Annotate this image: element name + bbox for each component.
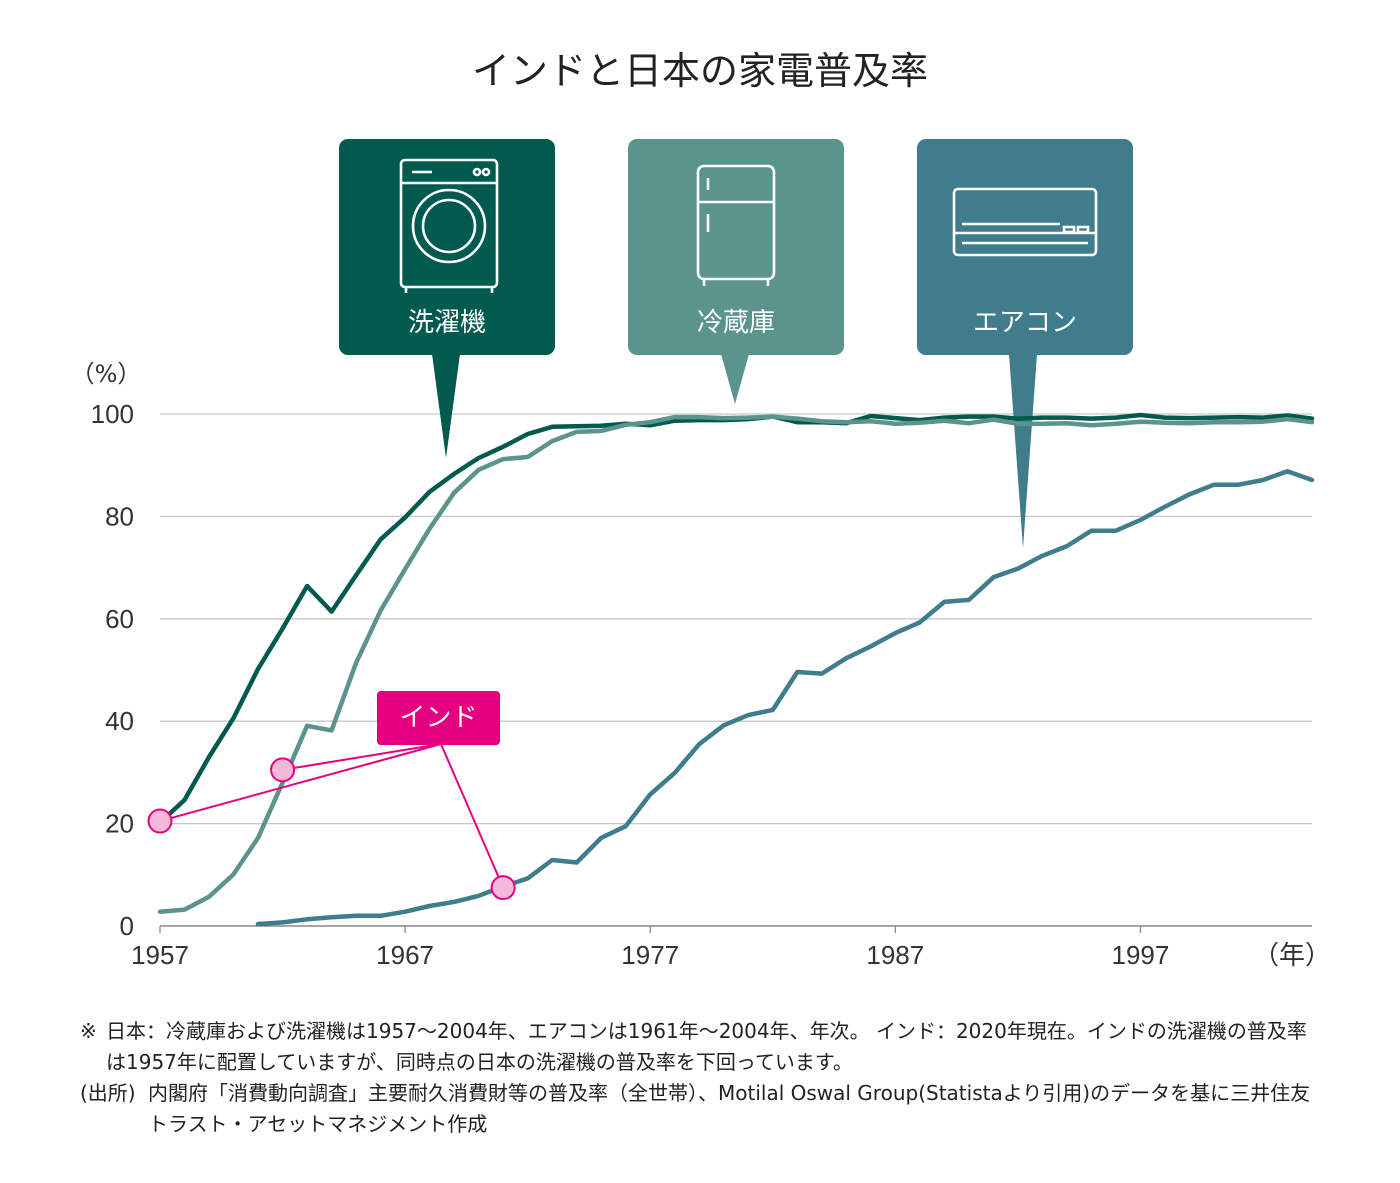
air-conditioner-icon (952, 187, 1098, 257)
chart: インドと日本の家電普及率 0 20 40 60 80 100 （%） 1957 1967 197… (71, 49, 1331, 970)
note-row: ※ 日本：冷蔵庫および洗濯機は1957〜2004年、エアコンは1961年〜200… (80, 1016, 1320, 1078)
callout-pointer (721, 354, 749, 404)
x-tick-label: 1997 (1112, 940, 1170, 970)
callout-box (917, 139, 1133, 355)
x-axis-unit: （年） (1253, 940, 1331, 970)
y-tick-label: 0 (120, 911, 134, 941)
washing-machine-icon (399, 158, 499, 293)
callout-refrigerator: 冷蔵庫 (628, 139, 844, 404)
chart-title: インドと日本の家電普及率 (472, 49, 928, 93)
callout-label: 洗濯機 (408, 308, 486, 338)
source-row: (出所) 内閣府「消費動向調査」主要耐久消費財等の普及率（全世帯）、Motila… (80, 1078, 1320, 1140)
y-tick-label: 80 (105, 501, 134, 531)
india-point (490, 875, 516, 901)
series-line (157, 414, 1315, 914)
callout-pointer (1009, 354, 1037, 548)
y-axis-unit: （%） (71, 360, 142, 388)
india-leader-line (282, 743, 442, 771)
callout-washing-machine: 洗濯機 (339, 139, 555, 458)
callout-box (339, 139, 555, 355)
callout-label: 冷蔵庫 (697, 308, 775, 338)
callout-label: エアコン (973, 308, 1077, 338)
callout-pointer (432, 354, 460, 458)
india-annotation: インド (147, 691, 516, 901)
india-leader-line (159, 743, 442, 823)
callout-air-conditioner: エアコン (917, 139, 1133, 548)
x-tick-label: 1987 (866, 940, 924, 970)
series-lines (157, 412, 1315, 927)
footnotes: ※ 日本：冷蔵庫および洗濯機は1957〜2004年、エアコンは1961年〜200… (80, 1016, 1320, 1140)
refrigerator-icon (696, 164, 776, 286)
x-tick-label: 1977 (621, 940, 679, 970)
source-text: 内閣府「消費動向調査」主要耐久消費財等の普及率（全世帯）、Motilal Osw… (148, 1081, 1311, 1136)
y-tick-label: 20 (105, 809, 134, 839)
india-point (270, 757, 296, 783)
y-axis: 0 20 40 60 80 100 （%） (71, 360, 142, 941)
y-tick-label: 40 (105, 706, 134, 736)
x-axis: 1957 1967 1977 1987 1997 （年） (131, 926, 1331, 970)
india-label: インド (399, 703, 477, 733)
grid (160, 413, 1312, 927)
y-tick-label: 100 (91, 399, 134, 429)
x-tick-label: 1957 (131, 940, 189, 970)
category-callouts: 洗濯機 冷蔵庫 エアコン (339, 139, 1133, 548)
note-mark: ※ (80, 1019, 97, 1043)
india-label-box (377, 691, 500, 745)
india-leader-line (440, 743, 505, 888)
source-mark: (出所) (80, 1081, 136, 1105)
note-text: 日本：冷蔵庫および洗濯機は1957〜2004年、エアコンは1961年〜2004年… (106, 1019, 1307, 1074)
series-line (255, 469, 1315, 927)
callout-box (628, 139, 844, 355)
x-tick-label: 1967 (376, 940, 434, 970)
y-tick-label: 60 (105, 604, 134, 634)
india-point (147, 808, 173, 834)
